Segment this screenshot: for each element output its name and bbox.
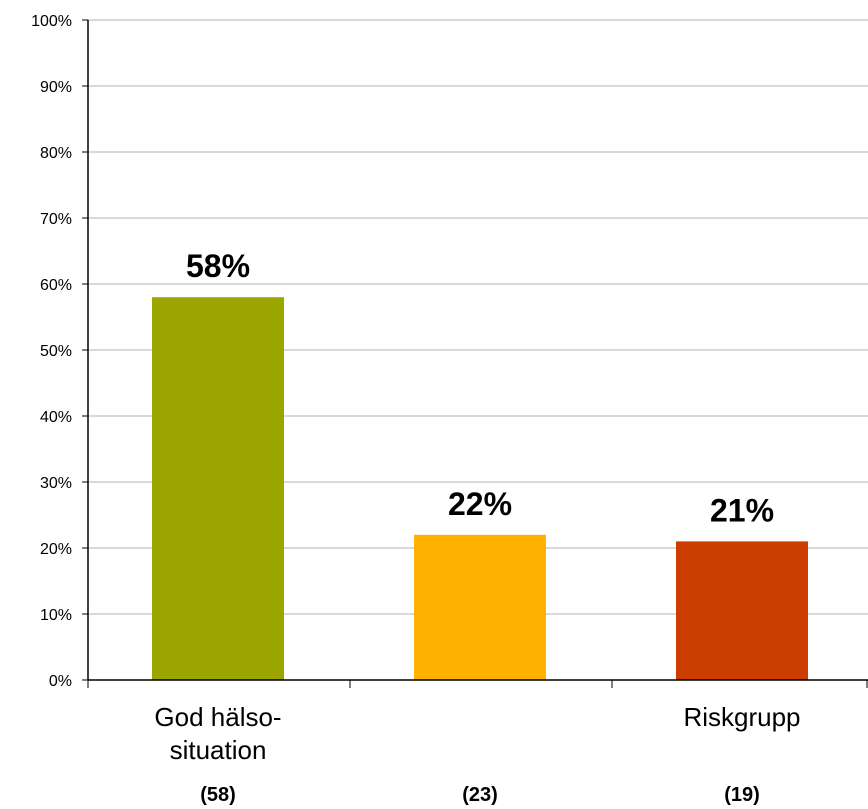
count-label: (23) — [462, 784, 498, 806]
y-axis: 0% 10% 20% 30% 40% 50% 60% 70% 80% 90% 100% — [31, 13, 89, 690]
value-label: 21% — [710, 492, 774, 528]
y-tick-label: 90% — [40, 79, 72, 96]
x-category-label: situation — [170, 735, 267, 765]
x-category-label: Riskgrupp — [683, 702, 800, 732]
bar — [676, 541, 808, 680]
x-axis: God hälso-situation (58) (23) Riskgrupp (19) — [87, 679, 868, 806]
y-tick-label: 70% — [40, 211, 72, 228]
bar — [152, 297, 284, 680]
x-category-label: God hälso- — [154, 702, 281, 732]
count-label: (19) — [724, 784, 760, 806]
bars: 58% 22% 21% — [152, 248, 808, 680]
bar — [414, 534, 546, 680]
y-tick-label: 50% — [40, 343, 72, 360]
y-tick-label: 20% — [40, 541, 72, 558]
y-tick-label: 30% — [40, 475, 72, 492]
y-tick-label: 80% — [40, 145, 72, 162]
y-tick-label: 60% — [40, 277, 72, 294]
y-tick-label: 10% — [40, 607, 72, 624]
value-label: 58% — [186, 248, 250, 284]
y-tick-label: 40% — [40, 409, 72, 426]
y-tick-label: 0% — [49, 673, 72, 690]
count-label: (58) — [200, 784, 236, 806]
y-tick-label: 100% — [31, 13, 72, 30]
value-label: 22% — [448, 486, 512, 522]
